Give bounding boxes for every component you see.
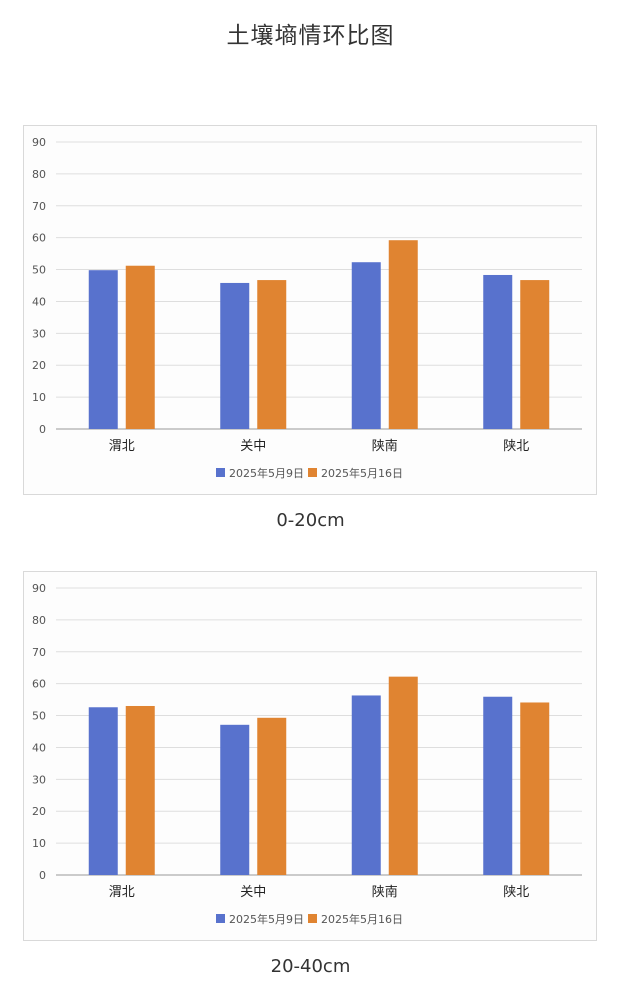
y-tick-label: 10 (32, 391, 46, 404)
x-category-label: 陕南 (372, 884, 398, 900)
y-tick-label: 30 (32, 773, 46, 786)
bar-series2 (520, 702, 550, 875)
x-category-label: 陕北 (503, 439, 529, 454)
y-tick-label: 80 (32, 614, 46, 627)
bar-series2 (520, 280, 550, 429)
bar-series2 (388, 240, 418, 429)
legend-label: 2025年5月9日 (229, 466, 304, 480)
x-category-label: 关中 (240, 885, 266, 900)
x-category-label: 渭北 (109, 439, 135, 454)
legend-swatch (308, 468, 317, 477)
bar-series2 (257, 717, 287, 875)
y-tick-label: 70 (32, 200, 46, 213)
legend-swatch (216, 468, 225, 477)
bar-series2 (388, 676, 418, 875)
legend-swatch (216, 914, 225, 923)
y-tick-label: 40 (32, 741, 46, 754)
y-tick-label: 0 (39, 423, 46, 436)
legend-swatch (308, 914, 317, 923)
chart-caption: 20-40cm (270, 956, 351, 977)
bar-chart-svg: 0 10 20 30 40 50 60 70 80 90 渭北 关中 陕南 陕北 2025年5月9日 2025… (32, 136, 582, 480)
y-tick-label: 60 (32, 232, 46, 245)
bar-series1 (483, 274, 513, 429)
chart-0-20cm: 0 10 20 30 40 50 60 70 80 90 渭北 关中 陕南 陕北 2025年5月9日 2025… (23, 125, 597, 495)
legend-label: 2025年5月16日 (321, 466, 403, 480)
x-category-label: 渭北 (109, 885, 135, 900)
bar-series1 (351, 262, 381, 429)
y-tick-label: 20 (32, 805, 46, 818)
bar-series1 (351, 695, 381, 875)
bar-series1 (220, 282, 250, 429)
bar-series2 (257, 280, 287, 429)
legend-label: 2025年5月9日 (229, 912, 304, 926)
x-category-label: 陕南 (372, 438, 398, 454)
y-tick-label: 90 (32, 582, 46, 595)
y-tick-label: 70 (32, 646, 46, 659)
page-title: 土壤墒情环比图 (226, 23, 395, 49)
bar-series1 (88, 707, 118, 875)
bar-chart-svg: 0 10 20 30 40 50 60 70 80 90 渭北 关中 陕南 陕北 2025年5月9日 2025… (32, 582, 582, 926)
bar-series1 (483, 696, 513, 875)
bar-series2 (125, 705, 155, 875)
y-tick-label: 60 (32, 678, 46, 691)
y-tick-label: 40 (32, 295, 46, 308)
y-tick-label: 10 (32, 837, 46, 850)
chart-caption: 0-20cm (276, 510, 345, 531)
legend-label: 2025年5月16日 (321, 912, 403, 926)
y-tick-label: 90 (32, 136, 46, 149)
bar-series2 (125, 265, 155, 429)
y-tick-label: 80 (32, 168, 46, 181)
x-category-label: 陕北 (503, 885, 529, 900)
x-category-label: 关中 (240, 439, 266, 454)
y-tick-label: 20 (32, 359, 46, 372)
y-tick-label: 50 (32, 710, 46, 723)
y-tick-label: 50 (32, 264, 46, 277)
chart-20-40cm: 0 10 20 30 40 50 60 70 80 90 渭北 关中 陕南 陕北 2025年5月9日 2025… (23, 571, 597, 941)
y-tick-label: 30 (32, 327, 46, 340)
bar-series1 (88, 270, 118, 429)
y-tick-label: 0 (39, 869, 46, 882)
bar-series1 (220, 724, 250, 875)
